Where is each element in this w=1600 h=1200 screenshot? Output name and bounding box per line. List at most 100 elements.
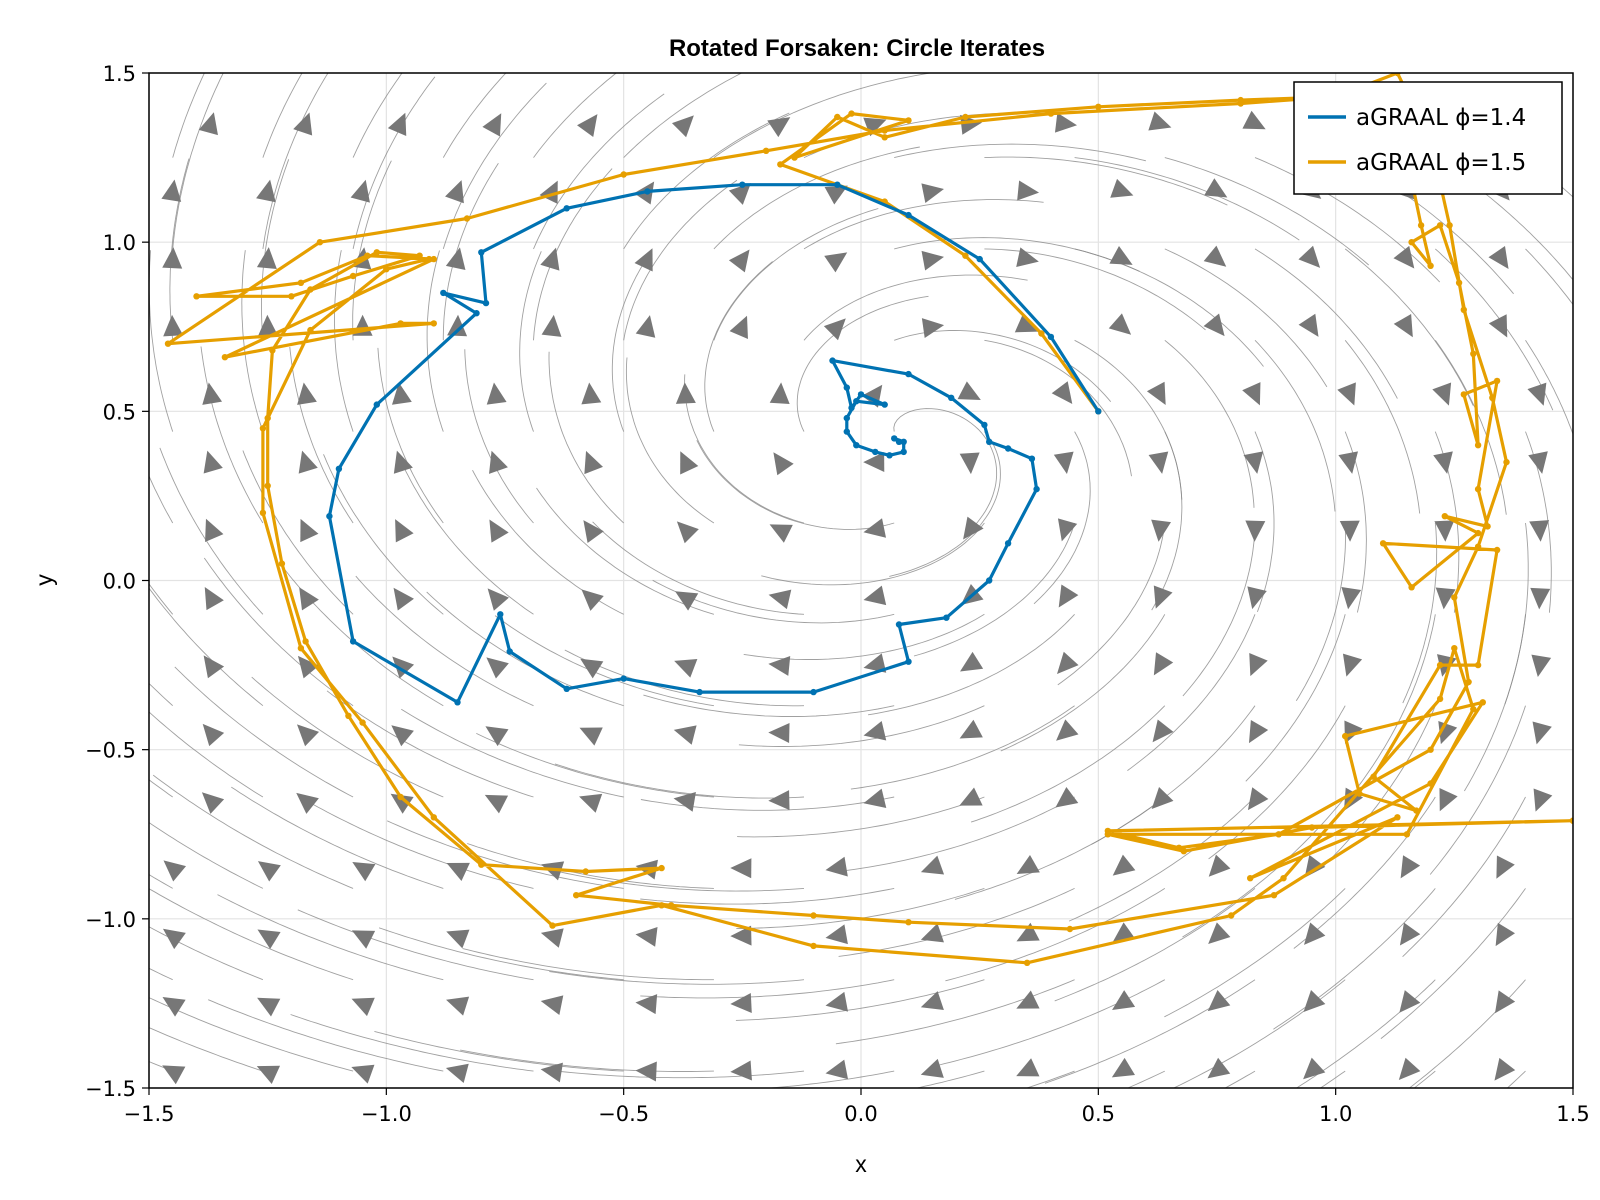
stream-arrow <box>921 183 944 203</box>
streamline <box>1151 431 1183 611</box>
series-2-point <box>881 134 888 141</box>
stream-arrow <box>257 861 281 882</box>
streamline <box>913 522 1076 657</box>
series-1-point <box>1028 455 1036 462</box>
series-1-point <box>478 249 485 256</box>
stream-arrow <box>920 1058 944 1078</box>
x-tick-label: −1.0 <box>361 1102 412 1126</box>
stream-arrow <box>203 655 225 679</box>
streamline <box>761 522 985 586</box>
streamline <box>1182 522 1256 697</box>
stream-arrow <box>767 117 791 138</box>
x-tick-label: 0.0 <box>844 1102 877 1126</box>
streamline <box>623 112 790 250</box>
stream-arrow <box>768 790 790 811</box>
x-tick-label: 1.5 <box>1556 1102 1589 1126</box>
series-2-point <box>364 252 371 259</box>
stream-arrow <box>1146 381 1166 405</box>
stream-arrow <box>1529 520 1550 542</box>
streamline <box>200 346 264 524</box>
series-2-point <box>1023 959 1031 966</box>
series-2-point <box>810 912 817 919</box>
streamline <box>149 888 354 981</box>
stream-arrow <box>1527 382 1547 406</box>
series-2-point <box>1479 699 1487 706</box>
streamline <box>625 357 715 524</box>
streamline <box>738 705 985 747</box>
streamline <box>1164 888 1346 1018</box>
stream-arrow <box>1434 520 1455 542</box>
streamline <box>149 821 264 889</box>
stream-arrow <box>541 314 562 337</box>
legend-label-series-2: aGRAAL ϕ=1.5 <box>1356 150 1526 176</box>
series-2-point <box>264 414 271 422</box>
stream-arrow <box>351 1064 375 1084</box>
stream-arrow <box>392 382 412 405</box>
stream-arrow <box>680 451 699 475</box>
stream-arrow <box>1148 451 1169 474</box>
stream-arrow <box>863 585 887 606</box>
stream-arrow <box>163 860 187 882</box>
stream-arrow <box>673 792 696 812</box>
streamline <box>1074 157 1300 241</box>
streamline <box>536 487 715 615</box>
series-2-point <box>1493 377 1501 385</box>
streamline <box>533 73 618 158</box>
stream-arrow <box>673 725 697 745</box>
streamline <box>1164 248 1328 388</box>
stream-arrow <box>825 991 848 1012</box>
series-2-point <box>1451 594 1458 601</box>
stream-arrow <box>921 318 945 338</box>
stream-arrow <box>825 1059 849 1080</box>
series-2-point <box>658 902 665 909</box>
series-2-point <box>1489 394 1496 401</box>
series-1-point <box>349 638 357 645</box>
streamline <box>1506 1070 1526 1088</box>
series-2-point <box>1413 807 1420 814</box>
series-1-point <box>872 448 879 456</box>
series-2-point <box>463 215 471 222</box>
stream-arrow <box>1017 180 1040 201</box>
streamline <box>1127 614 1256 771</box>
stream-arrow <box>1016 1058 1040 1077</box>
stream-arrow <box>1303 1057 1326 1080</box>
streamline <box>984 156 1228 206</box>
series-1-point <box>853 398 860 405</box>
stream-arrow <box>392 656 415 679</box>
stream-arrow <box>1051 381 1073 404</box>
series-2-point <box>316 239 324 246</box>
stream-arrow <box>540 995 564 1015</box>
legend-label-series-1: aGRAAL ϕ=1.4 <box>1356 105 1526 131</box>
stream-arrow <box>1532 721 1552 745</box>
streamline <box>889 431 1001 577</box>
stream-arrow <box>1399 922 1421 946</box>
stream-arrow <box>256 179 276 203</box>
stream-arrow <box>482 113 502 137</box>
streamline <box>564 649 805 707</box>
series-1-point <box>976 255 983 263</box>
streamline <box>149 682 174 707</box>
stream-arrow <box>584 450 603 475</box>
stream-arrow <box>1248 719 1269 744</box>
stream-arrow <box>1339 520 1360 542</box>
stream-arrow <box>825 856 848 877</box>
stream-arrow <box>583 520 604 543</box>
streamline <box>442 73 507 158</box>
series-1-point <box>696 688 703 696</box>
streamline <box>1413 1070 1436 1088</box>
stream-arrow <box>634 248 653 272</box>
stream-arrow <box>446 996 470 1016</box>
streamline <box>352 76 436 249</box>
series-1-point <box>563 205 570 212</box>
streamline <box>426 250 444 432</box>
streamline <box>623 179 738 341</box>
series-1-point <box>829 357 836 364</box>
stream-arrow <box>446 929 470 949</box>
series-2-point <box>1427 746 1434 753</box>
stream-arrow <box>768 589 792 610</box>
streamline <box>326 690 534 798</box>
stream-arrow <box>1208 854 1231 877</box>
streamline <box>1434 340 1507 515</box>
streamline <box>355 575 534 707</box>
series-2-point <box>905 117 912 124</box>
